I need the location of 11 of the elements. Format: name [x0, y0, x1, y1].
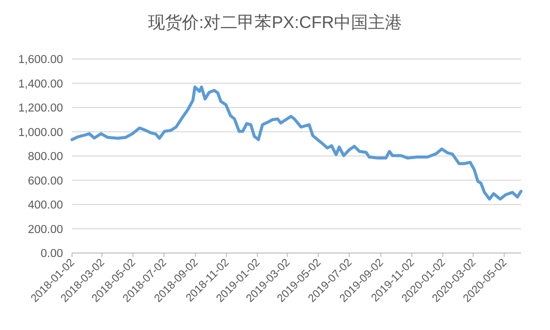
- y-tick-label: 200.00: [28, 224, 63, 236]
- y-tick-label: 1,600.00: [18, 54, 63, 66]
- line-series: [70, 86, 522, 201]
- y-tick-label: 1,400.00: [18, 78, 63, 90]
- y-tick-label: 0.00: [40, 248, 63, 260]
- chart-title: 现货价:对二甲苯PX:CFR中国主港: [148, 13, 402, 32]
- y-tick-label: 800.00: [28, 151, 63, 163]
- y-tick-label: 1,200.00: [18, 102, 63, 114]
- y-tick-label: 400.00: [28, 200, 63, 212]
- y-tick-label: 1,000.00: [18, 126, 63, 139]
- y-tick-label: 600.00: [28, 175, 63, 188]
